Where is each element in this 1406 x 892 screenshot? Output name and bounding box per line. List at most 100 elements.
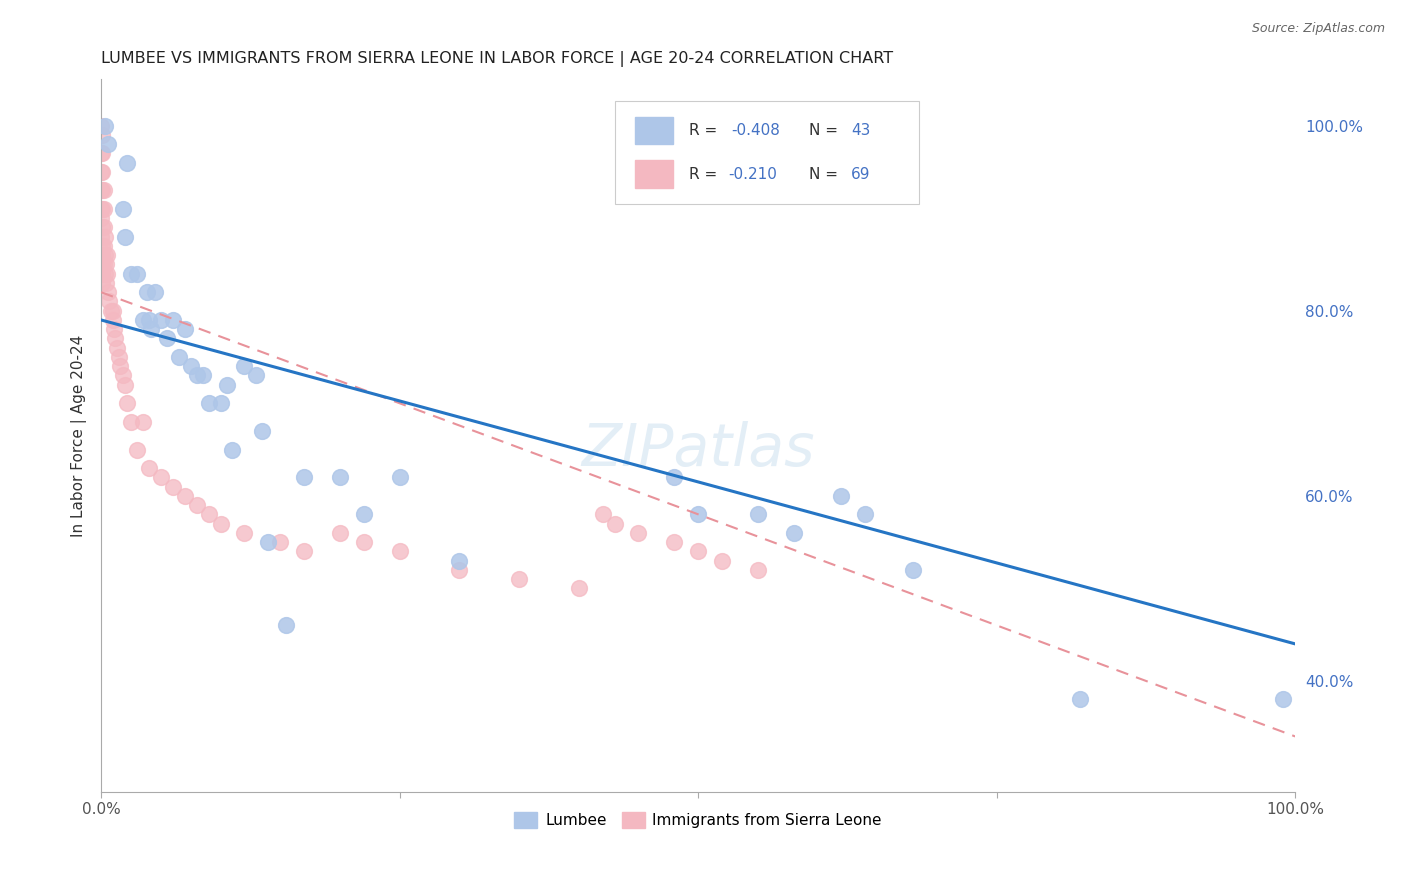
Point [90,202,112,216]
Point [292,544,315,558]
Point [388,544,411,558]
Point [101,313,124,327]
Point [353,535,375,549]
Text: R =: R = [689,167,721,182]
Point [91,267,114,281]
Point [91,146,114,161]
Point [592,508,614,522]
Legend: Lumbee, Immigrants from Sierra Leone: Lumbee, Immigrants from Sierra Leone [509,806,889,834]
Point [96,248,118,262]
Point [449,553,471,567]
Point [221,442,243,457]
Point [125,267,148,281]
Point [90,229,112,244]
Point [603,516,626,531]
Text: 69: 69 [851,167,870,182]
Point [132,415,155,429]
Point [120,415,142,429]
Point [104,331,127,345]
Point [91,276,114,290]
Point [329,470,352,484]
Text: LUMBEE VS IMMIGRANTS FROM SIERRA LEONE IN LABOR FORCE | AGE 20-24 CORRELATION CH: LUMBEE VS IMMIGRANTS FROM SIERRA LEONE I… [101,51,893,67]
Point [186,368,208,383]
Point [162,479,184,493]
Point [257,535,280,549]
Point [93,257,115,271]
Point [138,313,160,327]
Text: Source: ZipAtlas.com: Source: ZipAtlas.com [1251,22,1385,36]
Point [94,257,117,271]
Point [91,165,114,179]
Point [135,285,157,300]
Point [91,248,114,262]
Point [117,396,139,410]
Point [276,618,298,632]
Point [90,146,112,161]
Point [93,202,115,216]
Point [782,525,804,540]
Text: ZIPatlas: ZIPatlas [582,421,815,478]
Point [252,424,274,438]
Point [173,489,195,503]
Point [197,508,219,522]
Point [149,470,172,484]
Point [90,211,112,226]
Point [233,359,256,374]
Point [853,508,876,522]
Point [711,553,734,567]
Point [97,285,120,300]
Point [94,276,117,290]
Point [162,313,184,327]
Point [627,525,650,540]
Point [96,267,118,281]
Point [111,368,134,383]
Point [125,442,148,457]
Point [120,267,142,281]
Point [449,563,471,577]
Point [141,322,163,336]
Point [97,137,120,152]
Point [747,563,769,577]
Point [93,220,115,235]
Point [180,359,202,374]
Y-axis label: In Labor Force | Age 20-24: In Labor Force | Age 20-24 [72,334,87,537]
Point [156,331,179,345]
Point [167,350,190,364]
Point [91,239,114,253]
Point [292,470,315,484]
Point [93,119,115,133]
Point [186,498,208,512]
Point [269,535,291,549]
Point [1272,692,1295,706]
Text: R =: R = [689,123,721,138]
Point [209,516,232,531]
Text: -0.408: -0.408 [731,123,780,138]
Point [98,294,121,309]
Point [93,229,115,244]
Point [173,322,195,336]
Point [132,313,155,327]
Point [568,582,591,596]
Point [143,285,166,300]
Text: N =: N = [810,167,844,182]
Point [114,229,136,244]
Point [93,267,115,281]
Point [508,572,530,586]
Point [664,535,686,549]
Point [91,183,114,197]
Point [90,183,112,197]
Point [245,368,267,383]
Point [91,257,114,271]
Point [388,470,411,484]
Point [747,508,769,522]
Point [688,544,710,558]
Point [108,350,131,364]
Point [197,396,219,410]
Text: N =: N = [810,123,844,138]
FancyBboxPatch shape [614,101,920,204]
Point [91,128,114,142]
Point [329,525,352,540]
Point [138,461,160,475]
Point [101,303,124,318]
FancyBboxPatch shape [636,117,673,145]
